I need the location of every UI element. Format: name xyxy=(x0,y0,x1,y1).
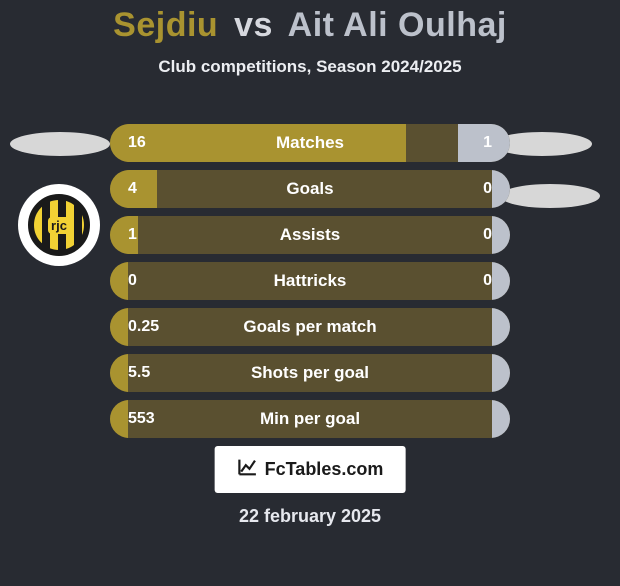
stat-left-value: 4 xyxy=(128,170,137,208)
subtitle: Club competitions, Season 2024/2025 xyxy=(0,57,620,77)
stat-mid xyxy=(128,354,492,392)
stat-left-fill xyxy=(110,124,406,162)
stat-right-value: 0 xyxy=(483,170,492,208)
player1-name: Sejdiu xyxy=(113,6,218,44)
stat-right-value: 0 xyxy=(483,216,492,254)
stat-right-fill xyxy=(492,400,510,438)
stat-left-fill xyxy=(110,308,128,346)
club-logo: rjc xyxy=(18,184,100,266)
player-badge-placeholder xyxy=(500,184,600,208)
stat-left-fill xyxy=(110,262,128,300)
stat-row: 553Min per goal xyxy=(110,400,510,438)
stat-mid xyxy=(128,262,492,300)
stat-left-value: 1 xyxy=(128,216,137,254)
vs-text: vs xyxy=(234,6,273,44)
stat-row: 161Matches xyxy=(110,124,510,162)
stat-right-value: 0 xyxy=(483,262,492,300)
stat-left-value: 16 xyxy=(128,124,146,162)
stat-row: 0.25Goals per match xyxy=(110,308,510,346)
player2-name: Ait Ali Oulhaj xyxy=(288,6,507,44)
stat-mid xyxy=(138,216,492,254)
club-logo-inner: rjc xyxy=(28,194,90,256)
stat-right-fill xyxy=(492,170,510,208)
stat-left-value: 553 xyxy=(128,400,155,438)
stat-left-fill xyxy=(110,400,128,438)
comparison-title: Sejdiu vs Ait Ali Oulhaj xyxy=(0,6,620,45)
stat-row: 5.5Shots per goal xyxy=(110,354,510,392)
stat-right-fill xyxy=(492,216,510,254)
stat-row: 00Hattricks xyxy=(110,262,510,300)
date-text: 22 february 2025 xyxy=(0,506,620,527)
stat-right-fill xyxy=(492,354,510,392)
player-badge-placeholder xyxy=(10,132,110,156)
stat-mid xyxy=(128,400,492,438)
stat-left-value: 0 xyxy=(128,262,137,300)
stat-row: 10Assists xyxy=(110,216,510,254)
chart-icon xyxy=(237,456,259,483)
club-abbr: rjc xyxy=(48,217,70,234)
stat-left-value: 5.5 xyxy=(128,354,150,392)
stat-right-fill xyxy=(492,262,510,300)
stat-right-fill xyxy=(492,308,510,346)
stats-rows: 161Matches40Goals10Assists00Hattricks0.2… xyxy=(110,124,510,446)
stat-left-value: 0.25 xyxy=(128,308,159,346)
stat-mid xyxy=(157,170,492,208)
stat-mid xyxy=(128,308,492,346)
stat-left-fill xyxy=(110,354,128,392)
source-badge: FcTables.com xyxy=(215,446,406,493)
stat-mid xyxy=(406,124,458,162)
stat-right-value: 1 xyxy=(483,124,492,162)
source-text: FcTables.com xyxy=(265,459,384,480)
stat-row: 40Goals xyxy=(110,170,510,208)
